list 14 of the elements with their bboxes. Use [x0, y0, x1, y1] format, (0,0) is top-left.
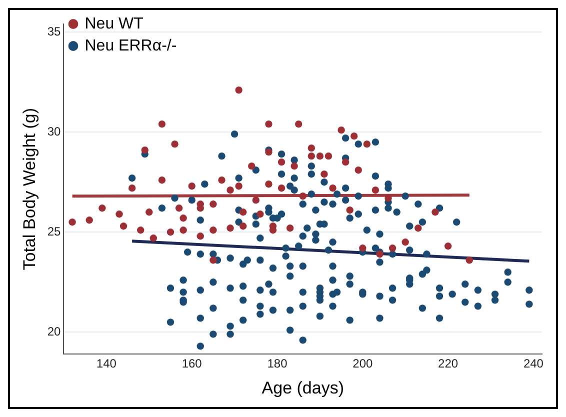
- legend-label: Neu WT: [84, 15, 144, 32]
- y-axis-title: Total Body Weight (g): [20, 108, 39, 270]
- x-tick-label: 140: [96, 356, 117, 371]
- legend-label: Neu ERRα-/-: [84, 37, 177, 54]
- x-tick-label: 160: [182, 356, 202, 371]
- y-tick-label: 20: [47, 324, 62, 338]
- y-tick-label: 25: [47, 224, 62, 238]
- y-tick-label: 30: [47, 124, 62, 138]
- x-tick-label: 240: [523, 356, 544, 371]
- x-tick-label: 220: [438, 356, 458, 371]
- x-tick-label: 200: [352, 356, 373, 371]
- x-tick-label: 180: [267, 356, 288, 371]
- x-axis-title: Age (days): [262, 378, 344, 398]
- y-tick-label: 35: [47, 24, 62, 38]
